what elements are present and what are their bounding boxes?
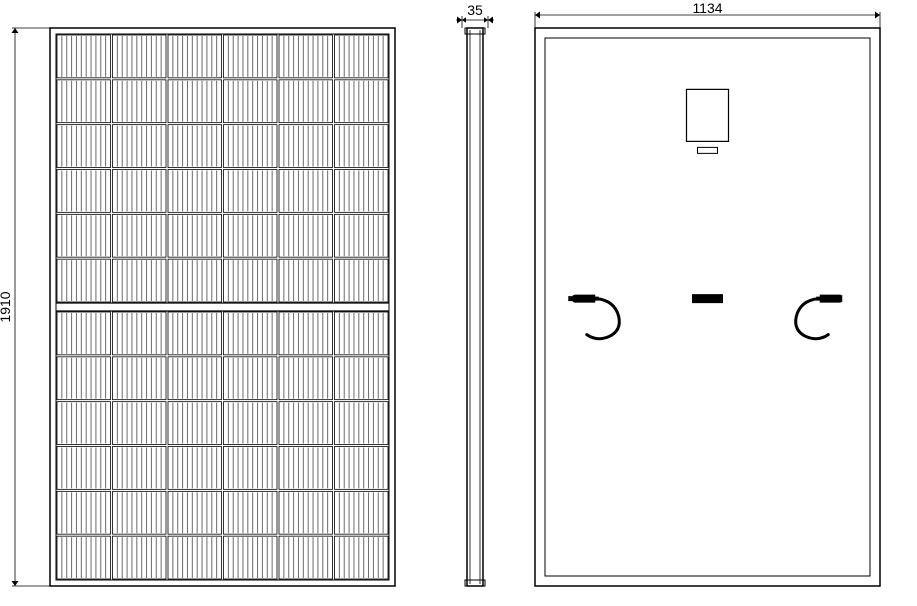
solar-panel-drawing: 1910 35 1134 (0, 0, 917, 606)
dim-height: 1910 (0, 291, 13, 322)
cable-right (796, 295, 843, 339)
side-view: 35 (456, 2, 494, 586)
back-view: 1134 (535, 0, 880, 586)
cable-left (569, 295, 620, 339)
dim-width: 1134 (692, 0, 722, 16)
front-view: 1910 (0, 28, 395, 586)
junction-box (687, 89, 729, 141)
center-cable-mark (693, 295, 723, 303)
dim-thickness: 35 (467, 2, 483, 18)
